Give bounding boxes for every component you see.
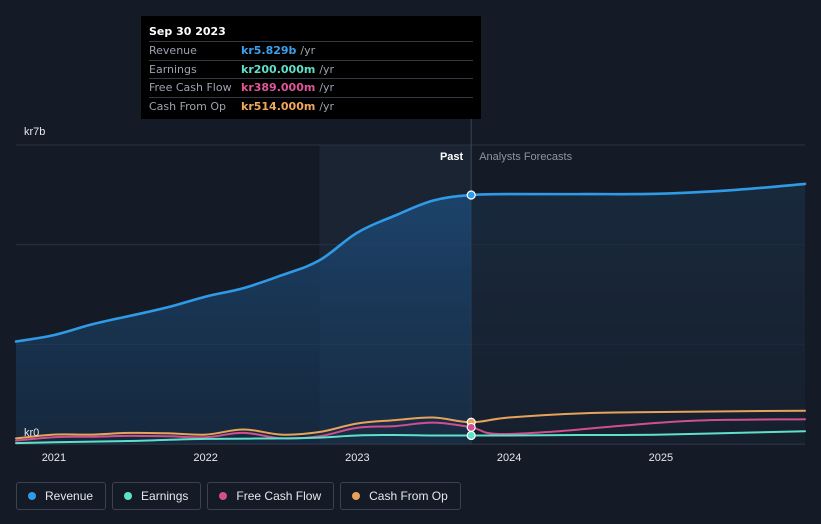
legend-item-cash-from-op[interactable]: Cash From Op [340, 482, 461, 510]
tooltip-unit: /yr [300, 44, 316, 57]
x-tick-label: 2023 [345, 452, 369, 464]
legend-label: Free Cash Flow [236, 489, 322, 503]
tooltip-unit: /yr [319, 62, 335, 76]
revenue-line [14, 182, 807, 343]
legend-item-revenue[interactable]: Revenue [16, 482, 107, 510]
past-label: Past [440, 151, 464, 163]
free-cash-flow-line [15, 418, 806, 442]
legend-label: Cash From Op [369, 489, 448, 503]
tooltip-row-earnings: Earnings kr200.000m /yr [149, 59, 473, 79]
y-axis-top-label: kr7b [24, 126, 45, 138]
revenue-area-forecast [471, 183, 805, 444]
tooltip-value: kr200.000m [241, 62, 316, 76]
tooltip-unit: /yr [319, 81, 335, 94]
tooltip-row-free-cash-flow: Free Cash Flow kr389.000m /yr [149, 78, 473, 97]
chart-plot: kr7b kr0 Past Analysts Forecasts 2021 2022 202… [14, 119, 807, 464]
cash-from-op-line [15, 409, 806, 440]
legend-item-earnings[interactable]: Earnings [112, 482, 202, 510]
earnings-marker [466, 430, 476, 441]
legend-dot [28, 492, 36, 500]
earnings-line [15, 430, 806, 445]
tooltip-label: Free Cash Flow [149, 81, 232, 94]
revenue-marker [466, 190, 476, 200]
x-tick-label: 2025 [649, 452, 673, 464]
legend-label: Revenue [45, 489, 94, 503]
legend-dot [352, 492, 361, 500]
revenue-area-past [16, 195, 472, 444]
tooltip-value: kr5.829b [241, 44, 297, 57]
x-tick-label: 2022 [193, 452, 217, 464]
legend-dot [124, 492, 133, 500]
legend-dot [219, 492, 228, 500]
tooltip-label: Earnings [149, 62, 197, 76]
tooltip-label: Revenue [149, 44, 197, 57]
forecast-label: Analysts Forecasts [479, 151, 572, 163]
tooltip-label: Cash From Op [149, 99, 227, 113]
tooltip-value: kr389.000m [241, 81, 316, 94]
tooltip-unit: /yr [319, 99, 335, 113]
legend-label: Earnings [141, 489, 189, 503]
legend: Revenue Earnings Free Cash Flow Cash Fro… [16, 482, 461, 510]
tooltip-row-revenue: Revenue kr5.829b /yr [149, 41, 473, 60]
x-tick-label: 2024 [497, 452, 521, 464]
tooltip: Sep 30 2023 Revenue kr5.829b /yr Earning… [141, 16, 481, 119]
free-cash-flow-marker [466, 422, 476, 432]
tooltip-value: kr514.000m [241, 99, 316, 113]
tooltip-row-cash-from-op: Cash From Op kr514.000m /yr [149, 96, 473, 116]
y-axis-bottom-label: kr0 [24, 427, 39, 439]
legend-item-free-cash-flow[interactable]: Free Cash Flow [207, 482, 335, 510]
x-tick-label: 2021 [42, 452, 66, 464]
tooltip-date: Sep 30 2023 [149, 25, 226, 38]
